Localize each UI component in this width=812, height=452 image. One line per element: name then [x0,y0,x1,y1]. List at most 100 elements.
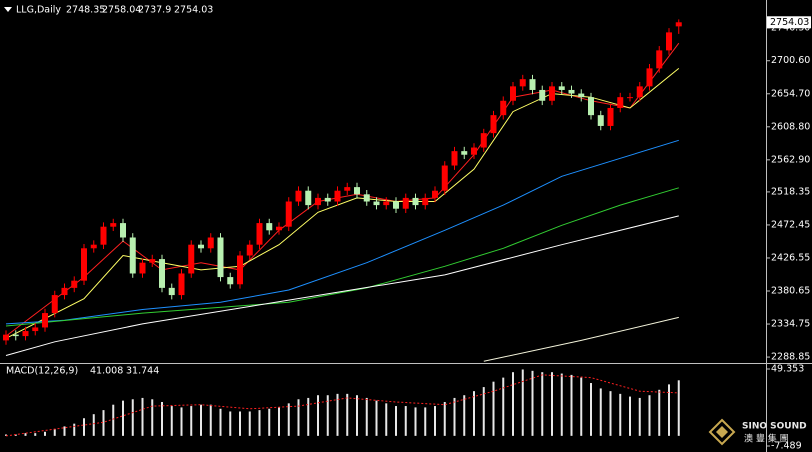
candle-body [168,287,175,296]
macd-bar [668,384,670,436]
candle-body [383,201,390,206]
macd-bar [287,403,290,436]
y-tick-label: 2472.45 [771,219,810,230]
macd-bar [44,431,46,436]
macd-bar [170,406,173,436]
macd-bar [63,426,66,436]
macd-bar [385,403,388,436]
candle-body [295,190,302,202]
macd-bar [122,400,124,436]
macd-bar [317,395,319,436]
candle-body [120,223,126,238]
candle-body [32,327,39,332]
candle-body [636,86,643,98]
candle-body [617,97,624,108]
macd-bar [209,404,212,436]
price-tag-box [767,16,811,29]
candle-body [90,244,97,249]
candle-body [519,79,526,87]
logo: SINO SOUND 澳 豐 集 團 [708,418,807,446]
candle-body [422,197,429,206]
candle-body [276,226,282,231]
moving-average-line [5,187,679,327]
macd-bar [346,393,349,436]
candle-body [100,226,107,245]
moving-average-line [5,215,679,356]
macd-bar [531,370,534,436]
candle-body [344,187,351,191]
macd-bar [424,407,427,436]
candle-body [666,32,672,51]
macd-bar [53,429,56,436]
macd-bar [131,399,134,436]
candle-body [198,244,204,249]
macd-bar [161,401,163,436]
candle-body [110,223,117,227]
macd-title: MACD(12,26,9) [6,366,78,377]
macd-bar [375,400,378,436]
macd-bar [83,418,85,436]
macd-signal-line [5,374,679,437]
logo-icon [708,418,736,446]
macd-bar [590,383,592,436]
candle-body [256,223,263,245]
candle-body [266,223,273,231]
macd-bar [580,377,583,436]
macd-bar [102,410,105,436]
candle-body [42,313,48,328]
candle-body [441,165,448,191]
candle-body [490,115,497,134]
candle-body [471,147,477,155]
y-tick-label: 2608.80 [771,121,810,132]
macd-bar [473,391,475,436]
candle-body [149,259,156,263]
y-tick-label: 49.353 [771,364,804,375]
symbol-menu-arrow[interactable] [4,7,12,12]
candle-body [81,248,87,281]
candle-body [451,151,458,166]
ohlc-high: 2758.04 [102,5,141,16]
candle-body [129,237,136,274]
candle-body [675,22,682,27]
macd-bar [521,369,524,436]
macd-bar [307,397,310,436]
macd-bar [297,399,300,436]
macd-bar [92,414,95,436]
candle-body [588,97,594,116]
logo-subtext: 澳 豐 集 團 [744,433,789,445]
y-tick-label: -7.489 [771,441,802,452]
macd-bar [453,397,456,436]
macd-bar [658,389,661,436]
macd-bar [512,372,514,436]
candle-body [646,68,653,87]
macd-bar [492,381,495,436]
y-tick-label: 2518.35 [771,186,810,197]
candle-body [432,190,438,198]
macd-bar [648,395,651,436]
macd-bar [112,404,115,436]
ohlc-close: 2754.03 [174,5,213,16]
candle-body [354,187,360,195]
y-tick-label: 2380.65 [771,286,810,297]
candle-body [178,273,185,296]
macd-bar [570,374,573,436]
candle-body [159,259,165,288]
macd-bar [414,407,417,436]
macd-bar [239,411,241,436]
macd-bar [278,407,280,436]
macd-bar [34,433,37,436]
macd-bar [326,395,329,436]
candle-body [61,287,68,296]
macd-bar [677,380,680,436]
logo-text: SINO SOUND [742,422,807,432]
macd-bar [560,373,563,436]
macd-bar [248,411,251,436]
macd-bar [24,433,27,436]
macd-bar [200,404,202,436]
candle-body [480,133,487,148]
candle-body [393,201,399,209]
candle-body [139,262,146,274]
macd-bar [609,391,612,436]
